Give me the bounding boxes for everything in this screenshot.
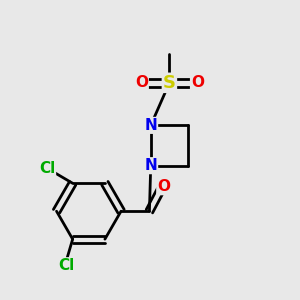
Text: O: O — [135, 75, 148, 90]
Text: S: S — [163, 74, 176, 92]
Text: N: N — [144, 118, 157, 133]
Text: Cl: Cl — [58, 258, 75, 273]
Text: Cl: Cl — [39, 161, 55, 176]
Text: O: O — [191, 75, 204, 90]
Text: O: O — [157, 179, 170, 194]
Text: N: N — [144, 158, 157, 173]
